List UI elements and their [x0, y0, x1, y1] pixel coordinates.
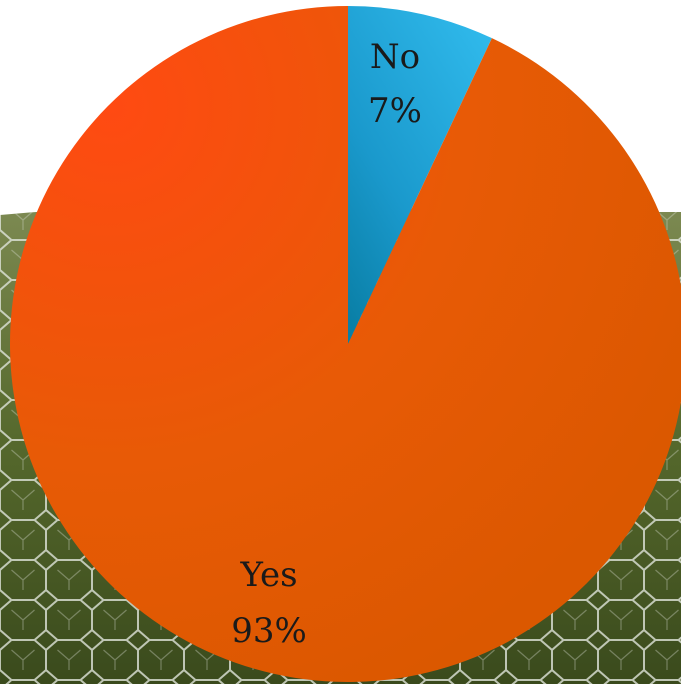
pie-slices — [10, 6, 681, 682]
pie-labels: No 7% Yes 93% — [231, 37, 422, 651]
slice-label-no: No — [370, 37, 420, 77]
slice-value-no: 7% — [368, 91, 422, 131]
slice-value-yes: 93% — [231, 611, 307, 651]
pie-slice-yes — [10, 6, 681, 682]
slice-label-yes: Yes — [239, 555, 297, 595]
pie-slice-no — [348, 6, 492, 344]
